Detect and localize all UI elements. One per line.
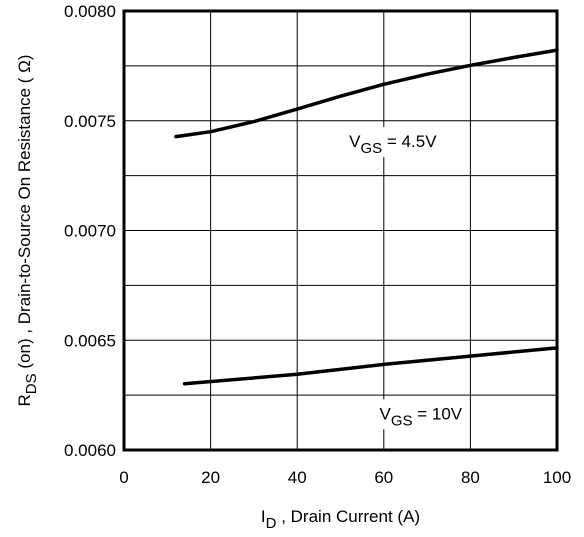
- series-line-1: [174, 48, 559, 139]
- y-tick-label: 0.0065: [64, 331, 116, 350]
- x-tick-label: 80: [461, 468, 480, 487]
- series-label-2: VGS = 10V: [379, 404, 462, 429]
- plot-frame: [122, 9, 559, 452]
- x-tick-label: 100: [543, 468, 571, 487]
- series-label-1: VGS = 4.5V: [349, 132, 437, 157]
- y-tick-label: 0.0060: [64, 441, 116, 460]
- series-label-bg: [375, 399, 467, 430]
- y-tick-label: 0.0070: [64, 222, 116, 241]
- x-tick-label: 60: [374, 468, 393, 487]
- x-tick-label: 0: [119, 468, 128, 487]
- y-axis-label-rest: (on) , Drain-to-Source On Resistance ( Ω…: [15, 55, 34, 374]
- x-axis-label-sub: D: [266, 515, 277, 532]
- y-tick-labels: 0.0060 0.0065 0.0070 0.0075 0.0080: [64, 2, 116, 460]
- y-axis-label-main: R: [15, 394, 34, 406]
- series-layer: [174, 48, 559, 386]
- y-tick-label: 0.0075: [64, 112, 116, 131]
- x-tick-label: 20: [201, 468, 220, 487]
- x-axis-label-main: I: [261, 507, 266, 526]
- x-axis-label: ID , Drain Current (A): [261, 507, 420, 532]
- series-labels: VGS = 4.5V VGS = 10V: [345, 127, 467, 430]
- series-label-bg: [345, 127, 442, 158]
- x-tick-labels: 0 20 40 60 80 100: [119, 468, 571, 487]
- series-line-2: [182, 346, 559, 386]
- y-tick-label: 0.0080: [64, 2, 116, 21]
- x-tick-label: 40: [288, 468, 307, 487]
- y-axis-label: RDS (on) , Drain-to-Source On Resistance…: [15, 55, 40, 407]
- x-axis-label-rest: , Drain Current (A): [276, 507, 420, 526]
- y-axis-label-sub: DS: [23, 373, 40, 394]
